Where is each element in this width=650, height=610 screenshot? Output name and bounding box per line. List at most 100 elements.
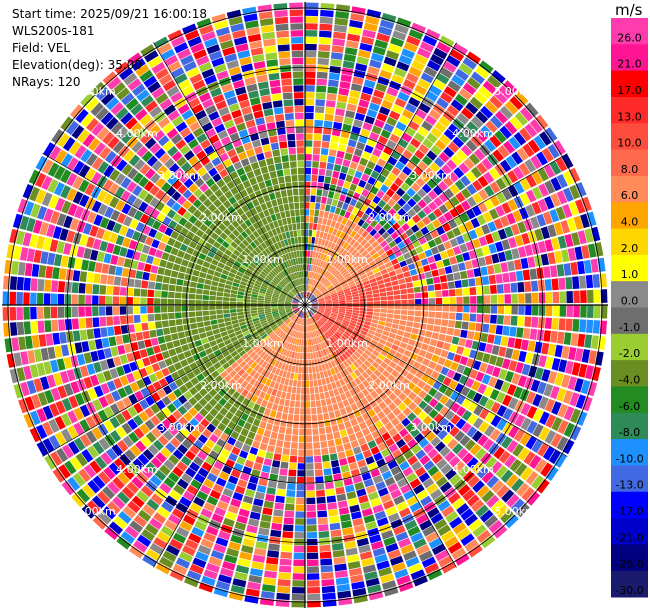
velocity-gate xyxy=(427,239,437,249)
velocity-gate xyxy=(361,173,370,182)
velocity-gate xyxy=(181,259,189,267)
velocity-gate xyxy=(470,217,481,229)
velocity-gate xyxy=(453,167,465,179)
velocity-gate xyxy=(205,273,214,281)
velocity-gate xyxy=(436,97,449,109)
velocity-gate xyxy=(310,352,314,360)
velocity-gate xyxy=(92,306,99,317)
velocity-gate xyxy=(475,65,490,79)
velocity-gate xyxy=(74,258,83,270)
velocity-gate xyxy=(330,135,340,144)
velocity-gate xyxy=(305,50,317,58)
velocity-gate xyxy=(330,418,337,426)
velocity-gate xyxy=(307,257,310,264)
velocity-gate xyxy=(317,517,328,525)
velocity-gate xyxy=(536,329,545,341)
velocity-gate xyxy=(262,577,277,586)
velocity-gate xyxy=(305,57,317,65)
velocity-gate xyxy=(509,96,524,110)
velocity-gate xyxy=(395,161,405,171)
velocity-gate xyxy=(352,296,360,300)
velocity-gate xyxy=(563,263,572,276)
velocity-gate xyxy=(350,230,357,238)
velocity-gate xyxy=(532,423,544,438)
velocity-gate xyxy=(341,321,349,327)
velocity-gate xyxy=(497,305,505,314)
velocity-gate xyxy=(98,306,106,316)
velocity-gate xyxy=(430,53,445,66)
velocity-gate xyxy=(267,416,275,425)
velocity-gate xyxy=(343,442,352,451)
velocity-gate xyxy=(331,294,338,298)
velocity-gate xyxy=(435,305,443,312)
velocity-gate xyxy=(305,284,307,292)
velocity-gate xyxy=(309,278,312,286)
velocity-gate xyxy=(554,372,564,386)
velocity-gate xyxy=(331,199,339,207)
velocity-gate xyxy=(341,435,350,444)
velocity-gate xyxy=(202,300,209,305)
velocity-gate xyxy=(160,298,168,305)
velocity-gate xyxy=(458,62,473,76)
velocity-gate xyxy=(569,184,581,200)
velocity-gate xyxy=(311,366,316,373)
velocity-gate xyxy=(323,120,333,128)
velocity-gate xyxy=(216,300,223,305)
velocity-gate xyxy=(551,401,562,415)
velocity-gate xyxy=(540,226,551,240)
velocity-gate xyxy=(448,312,456,320)
velocity-gate xyxy=(352,310,360,314)
velocity-gate xyxy=(155,274,164,283)
velocity-gate xyxy=(379,316,387,322)
velocity-gate xyxy=(309,257,313,265)
velocity-gate xyxy=(116,256,126,267)
velocity-gate xyxy=(300,346,303,353)
velocity-gate xyxy=(320,441,328,449)
velocity-gate xyxy=(408,29,424,40)
velocity-gate xyxy=(566,217,577,232)
velocity-gate xyxy=(482,211,493,223)
velocity-gate xyxy=(195,305,202,311)
velocity-gate xyxy=(327,248,333,256)
velocity-gate xyxy=(322,290,329,295)
velocity-gate xyxy=(343,181,351,189)
velocity-gate xyxy=(517,246,527,258)
velocity-gate xyxy=(470,71,486,85)
velocity-gate xyxy=(484,139,497,152)
velocity-gate xyxy=(386,313,394,319)
velocity-gate xyxy=(126,296,134,305)
velocity-gate xyxy=(316,407,323,414)
velocity-gate xyxy=(288,469,297,477)
velocity-gate xyxy=(485,120,498,134)
velocity-gate xyxy=(436,226,446,236)
velocity-gate xyxy=(30,321,38,334)
velocity-gate xyxy=(147,297,154,305)
velocity-gate xyxy=(392,319,400,325)
velocity-gate xyxy=(345,309,353,313)
velocity-gate xyxy=(454,215,464,226)
velocity-gate xyxy=(305,23,318,30)
velocity-gate xyxy=(339,194,346,202)
velocity-gate xyxy=(436,169,447,180)
velocity-gate xyxy=(314,386,319,394)
velocity-gate xyxy=(378,218,387,227)
velocity-gate xyxy=(314,469,323,477)
velocity-gate xyxy=(537,167,550,182)
velocity-gate xyxy=(141,280,149,289)
velocity-gate xyxy=(308,359,312,367)
velocity-gate xyxy=(426,222,436,232)
velocity-gate xyxy=(452,227,462,237)
velocity-gate xyxy=(443,146,455,158)
velocity-gate xyxy=(293,545,305,553)
velocity-gate xyxy=(396,273,405,280)
velocity-gate xyxy=(412,280,420,287)
velocity-gate xyxy=(337,215,344,223)
velocity-gate xyxy=(325,481,334,490)
velocity-gate xyxy=(409,352,418,361)
velocity-gate xyxy=(24,262,33,277)
velocity-gate xyxy=(169,326,178,334)
velocity-gate xyxy=(275,495,285,504)
velocity-gate xyxy=(373,205,382,214)
velocity-gate xyxy=(514,338,523,350)
velocity-gate xyxy=(318,284,323,290)
